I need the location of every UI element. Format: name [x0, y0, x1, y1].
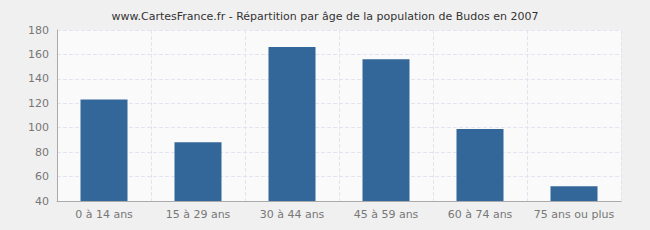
- svg-text:15 à 29 ans: 15 à 29 ans: [166, 208, 231, 221]
- svg-text:30 à 44 ans: 30 à 44 ans: [260, 208, 325, 221]
- svg-text:0 à 14 ans: 0 à 14 ans: [75, 208, 133, 221]
- svg-text:80: 80: [35, 146, 49, 159]
- svg-text:140: 140: [28, 72, 49, 85]
- svg-text:120: 120: [28, 97, 49, 110]
- svg-text:160: 160: [28, 48, 49, 61]
- svg-text:60 à 74 ans: 60 à 74 ans: [448, 208, 513, 221]
- svg-text:60: 60: [35, 170, 49, 183]
- svg-text:180: 180: [28, 24, 49, 37]
- svg-text:45 à 59 ans: 45 à 59 ans: [354, 208, 419, 221]
- svg-text:40: 40: [35, 195, 49, 208]
- svg-text:www.CartesFrance.fr - Répartit: www.CartesFrance.fr - Répartition par âg…: [112, 10, 539, 23]
- svg-text:75 ans ou plus: 75 ans ou plus: [534, 208, 615, 221]
- svg-text:100: 100: [28, 121, 49, 134]
